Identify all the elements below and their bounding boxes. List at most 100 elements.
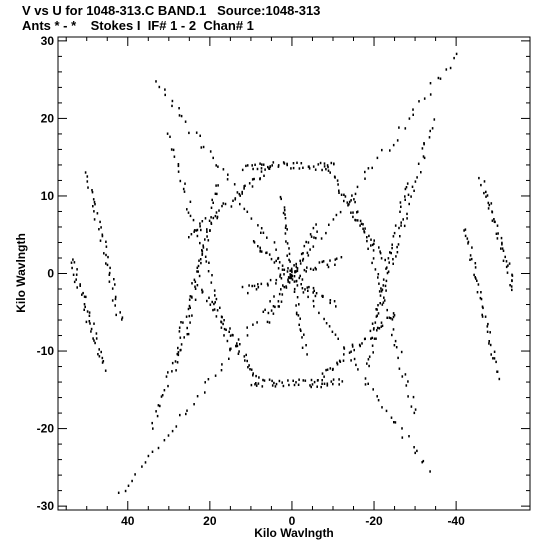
- data-point: [323, 375, 325, 378]
- data-point: [363, 337, 366, 341]
- data-point: [483, 191, 485, 195]
- data-point: [170, 148, 173, 151]
- data-point: [282, 284, 284, 287]
- data-point: [374, 268, 377, 271]
- data-point: [115, 313, 117, 317]
- data-point: [418, 100, 420, 103]
- data-point: [505, 260, 508, 263]
- x-axis-label: Kilo Wavlngth: [254, 526, 334, 540]
- data-point: [295, 280, 298, 283]
- data-point: [186, 333, 189, 336]
- data-point: [397, 243, 400, 246]
- data-point: [268, 167, 270, 170]
- data-point: [306, 251, 309, 254]
- data-point: [330, 161, 333, 165]
- data-point: [262, 163, 265, 166]
- data-point: [411, 185, 414, 188]
- data-point: [221, 363, 223, 366]
- data-point: [220, 369, 223, 372]
- data-point: [282, 384, 285, 388]
- data-point: [257, 245, 259, 248]
- data-point: [277, 165, 280, 168]
- data-point: [293, 275, 296, 278]
- data-point: [498, 377, 501, 381]
- data-point: [183, 190, 186, 193]
- data-point: [356, 219, 359, 222]
- data-point: [260, 282, 263, 286]
- data-point: [293, 290, 296, 293]
- data-point: [257, 283, 259, 286]
- data-point: [326, 384, 329, 387]
- data-point: [186, 326, 188, 330]
- data-point: [236, 191, 239, 194]
- data-point: [463, 229, 465, 232]
- data-point: [93, 339, 95, 342]
- data-point: [364, 170, 366, 174]
- data-point: [253, 241, 256, 244]
- data-point: [355, 219, 357, 222]
- data-point: [423, 156, 426, 160]
- data-point: [312, 226, 315, 230]
- data-point: [98, 355, 101, 358]
- data-point: [395, 346, 398, 349]
- data-point: [422, 155, 425, 158]
- data-point: [298, 276, 301, 280]
- data-point: [275, 278, 278, 282]
- data-point: [156, 414, 159, 418]
- data-point: [326, 368, 329, 371]
- data-point: [206, 228, 208, 231]
- data-point: [335, 213, 338, 217]
- data-point: [393, 314, 396, 317]
- data-point: [256, 167, 259, 171]
- data-point: [408, 117, 411, 120]
- data-point: [327, 165, 329, 169]
- data-point: [226, 339, 229, 343]
- data-point: [191, 296, 193, 299]
- data-point: [283, 162, 286, 165]
- data-point: [176, 352, 179, 356]
- x-tick-label: 20: [203, 514, 217, 528]
- data-point: [274, 305, 276, 309]
- data-point: [283, 268, 286, 271]
- data-point: [141, 465, 143, 468]
- data-point: [88, 311, 91, 314]
- data-point: [408, 202, 410, 206]
- data-point: [412, 113, 414, 116]
- data-point: [299, 262, 302, 265]
- data-point: [179, 349, 182, 352]
- data-point: [502, 259, 505, 262]
- data-point: [298, 378, 300, 381]
- data-point: [196, 270, 198, 273]
- data-point: [329, 367, 332, 370]
- data-point: [253, 177, 255, 181]
- data-point: [386, 316, 388, 319]
- data-point: [336, 361, 338, 364]
- data-point: [310, 235, 313, 238]
- data-point: [296, 161, 298, 164]
- data-point: [496, 224, 499, 227]
- y-tick-label: 0: [47, 267, 54, 281]
- data-point: [314, 266, 317, 270]
- data-point: [321, 260, 324, 264]
- data-point: [508, 262, 511, 265]
- data-point: [362, 227, 364, 230]
- data-point: [204, 238, 206, 241]
- data-point: [339, 210, 342, 214]
- data-point: [316, 385, 318, 388]
- data-point: [165, 375, 168, 378]
- data-point: [356, 211, 358, 214]
- data-point: [322, 295, 324, 298]
- data-point: [392, 315, 395, 319]
- data-point: [278, 292, 281, 296]
- data-point: [105, 245, 108, 248]
- data-point: [261, 385, 264, 388]
- data-point: [383, 296, 385, 299]
- data-point: [350, 350, 352, 353]
- data-point: [284, 226, 287, 229]
- data-point: [209, 150, 212, 153]
- data-point: [367, 382, 369, 385]
- data-point: [336, 363, 339, 366]
- data-point: [391, 318, 394, 321]
- data-point: [348, 351, 351, 354]
